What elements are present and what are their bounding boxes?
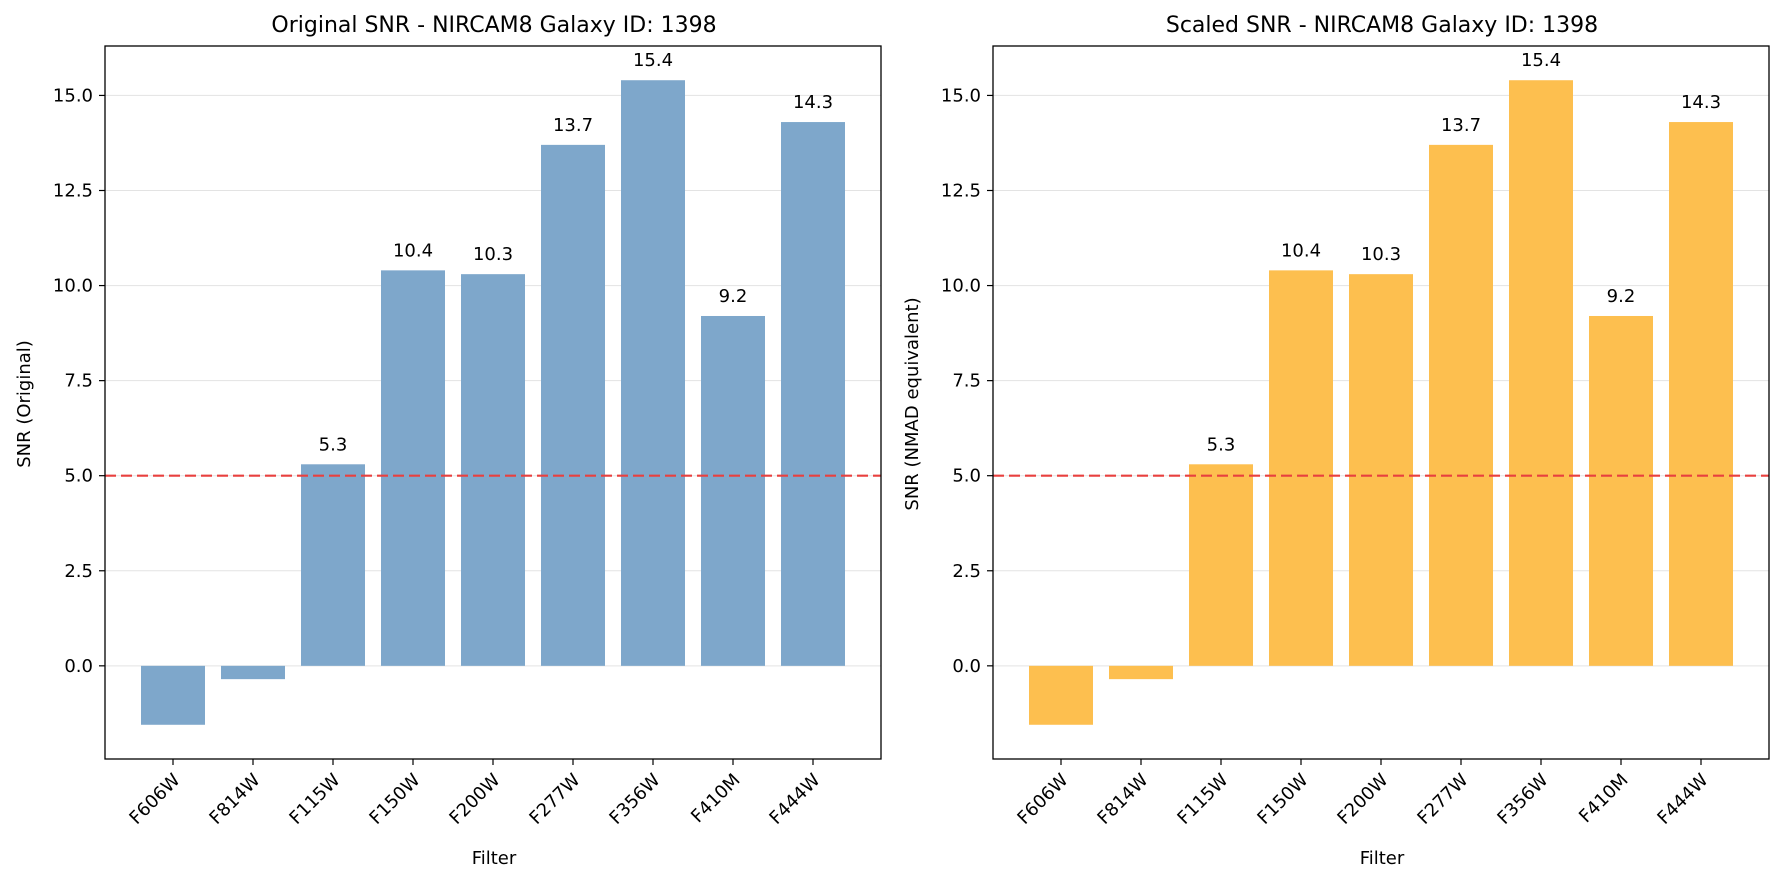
y-tick-label: 2.5 [952,561,981,582]
bar-f606w [141,665,205,725]
x-tick-label: F150W [1253,770,1312,829]
x-tick-label: F606W [125,770,184,829]
bar-f410m [1589,315,1653,666]
x-axis-label: Filter [1360,848,1405,869]
data-label: 10.3 [473,244,513,265]
y-tick-label: 5.0 [952,466,981,487]
data-label: 10.4 [393,240,433,261]
bar-f444w [1669,122,1733,666]
x-tick-label: F200W [445,770,504,829]
x-tick-label: F444W [1653,770,1712,829]
y-axis-label: SNR (Original) [14,340,35,468]
bar-f814w [1109,665,1173,680]
bar-f356w [621,80,685,666]
y-tick-label: 2.5 [64,561,93,582]
y-tick-label: 15.0 [53,85,93,106]
x-axis-label: Filter [472,848,517,869]
bar-f410m [701,315,765,666]
y-tick-label: 7.5 [952,371,981,392]
x-tick-label: F277W [525,770,584,829]
data-label: 5.3 [1207,434,1236,455]
data-label: 13.7 [1441,115,1481,136]
x-tick-label: F606W [1013,770,1072,829]
x-tick-label: F814W [1093,770,1152,829]
bar-f356w [1509,80,1573,666]
bar-f115w [1189,464,1253,666]
y-tick-label: 10.0 [941,276,981,297]
bar-f277w [541,144,605,666]
data-label: 9.2 [1607,286,1636,307]
y-tick-label: 0.0 [952,656,981,677]
bar-f150w [381,270,445,666]
bar-f200w [461,274,525,666]
bar-f115w [301,464,365,666]
y-tick-label: 12.5 [941,181,981,202]
data-label: 14.3 [1681,92,1721,113]
x-tick-label: F115W [1173,770,1232,829]
x-tick-label: F277W [1413,770,1472,829]
chart-panel-scaled: Scaled SNR - NIRCAM8 Galaxy ID: 1398 Fil… [902,13,1770,869]
chart-title: Original SNR - NIRCAM8 Galaxy ID: 1398 [271,13,716,38]
x-tick-label: F150W [365,770,424,829]
bar-f200w [1349,274,1413,666]
chart-panel-original: Original SNR - NIRCAM8 Galaxy ID: 1398 F… [14,13,882,869]
y-tick-label: 5.0 [64,466,93,487]
bar-f814w [221,665,285,680]
data-label: 14.3 [793,92,833,113]
x-tick-label: F356W [1493,770,1552,829]
y-axis-label: SNR (NMAD equivalent) [902,297,923,510]
y-tick-label: 7.5 [64,371,93,392]
data-label: 10.3 [1361,244,1401,265]
x-tick-label: F444W [765,770,824,829]
data-label: 9.2 [719,286,748,307]
data-label: 10.4 [1281,240,1321,261]
y-tick-label: 0.0 [64,656,93,677]
x-tick-label: F115W [285,770,344,829]
x-tick-label: F814W [205,770,264,829]
bar-f444w [781,122,845,666]
data-label: 15.4 [1521,50,1561,71]
bar-f277w [1429,144,1493,666]
chart-title: Scaled SNR - NIRCAM8 Galaxy ID: 1398 [1166,13,1598,38]
data-label: 15.4 [633,50,673,71]
data-label: 13.7 [553,115,593,136]
data-label: 5.3 [319,434,348,455]
bar-f606w [1029,665,1093,725]
x-tick-label: F200W [1333,770,1392,829]
y-tick-label: 15.0 [941,85,981,106]
x-tick-label: F356W [605,770,664,829]
bar-f150w [1269,270,1333,666]
y-tick-label: 12.5 [53,181,93,202]
y-tick-label: 10.0 [53,276,93,297]
x-tick-label: F410M [687,770,744,827]
x-tick-label: F410M [1575,770,1632,827]
